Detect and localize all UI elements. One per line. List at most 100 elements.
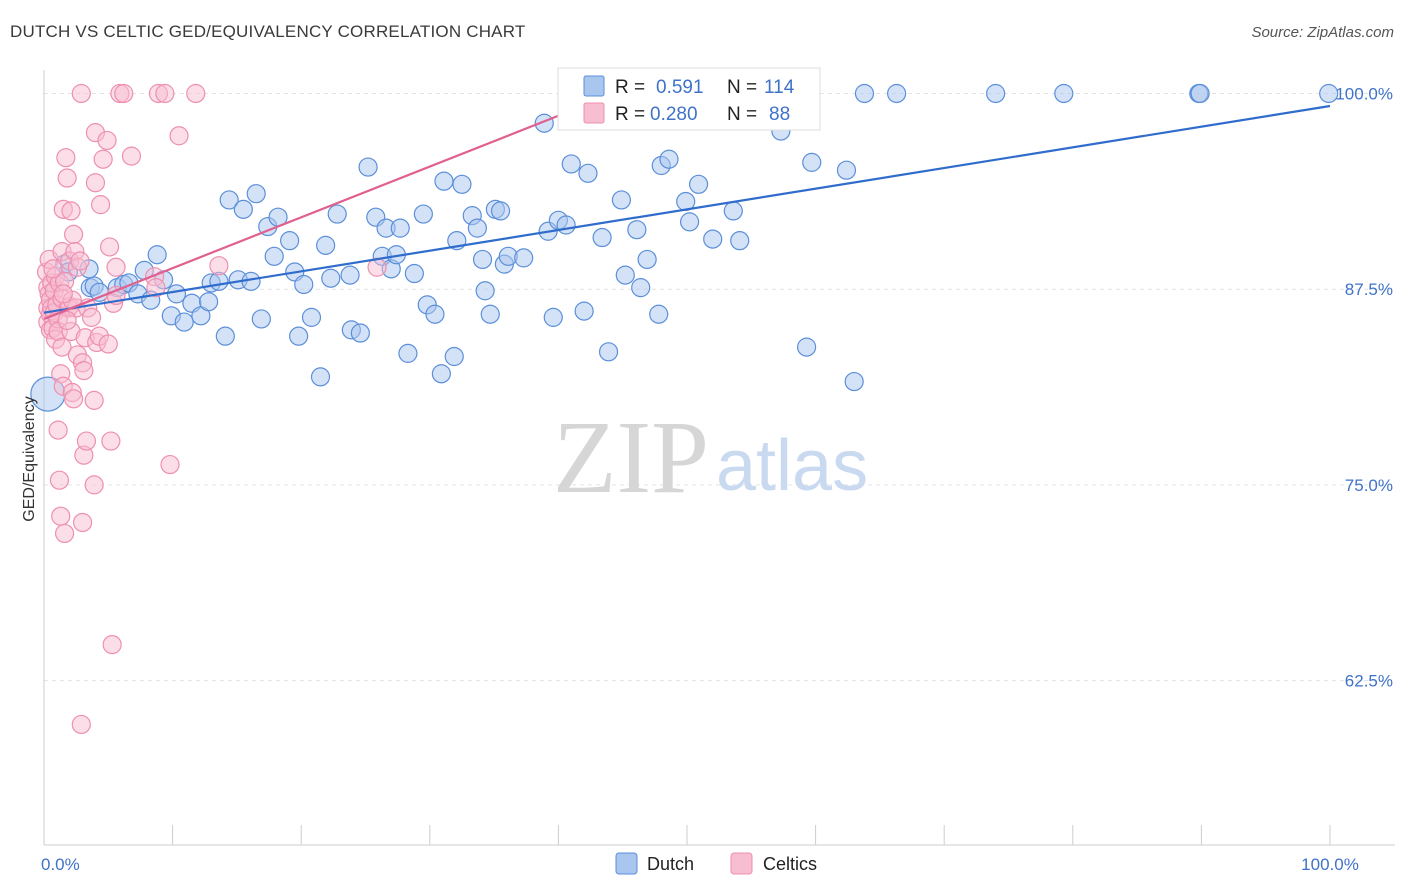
celtics-point-46: [71, 83, 91, 104]
dutch-point-101: [844, 371, 864, 392]
legend-n-value-celtics: 88: [769, 104, 790, 125]
dutch-point-45: [358, 157, 378, 177]
celtics-point-72: [114, 83, 134, 104]
series-legend-swatch-dutch: [615, 852, 638, 875]
trend-lines: [43, 89, 1331, 320]
axes: [43, 70, 1395, 846]
watermark-zip: ZIP: [553, 400, 709, 515]
y-tick-label-0: 100.0%: [1335, 84, 1393, 103]
correlation-legend: R = 0.591 N = 114 R = 0.280 N = 88: [557, 67, 821, 131]
celtics-point-39: [63, 224, 84, 244]
dutch-point-33: [280, 231, 300, 251]
dutch-point-92: [688, 174, 709, 194]
x-tick-label-1: 100.0%: [1301, 855, 1359, 874]
celtics-point-63: [97, 130, 117, 151]
dutch-point-78: [574, 301, 594, 321]
dutch-point-76: [556, 215, 576, 235]
dutch-point-82: [611, 190, 632, 210]
dutch-point-74: [543, 307, 563, 327]
celtics-point-21: [49, 470, 70, 490]
dutch-point-105: [1054, 83, 1074, 104]
celtics-point-64: [98, 334, 118, 354]
dutch-point-40: [321, 268, 341, 288]
dutch-point-53: [404, 263, 424, 284]
watermark-atlas: atlas: [716, 426, 868, 506]
dutch-point-104: [986, 83, 1006, 104]
dutch-point-95: [723, 201, 743, 221]
watermark: ZIP atlas: [553, 400, 868, 515]
grid-lines: [44, 92, 1395, 682]
celtics-point-78: [160, 454, 180, 475]
dutch-point-63: [467, 218, 487, 238]
x-tick-labels: 0.0% 100.0%: [41, 855, 1359, 874]
y-tick-label-3: 62.5%: [1345, 672, 1393, 691]
celtics-point-45: [70, 251, 90, 271]
dutch-point-84: [627, 220, 647, 240]
dutch-point-87: [649, 304, 669, 324]
series-legend-label-celtics: Celtics: [763, 854, 817, 874]
celtics-point-19: [48, 420, 68, 440]
celtics-point-31: [56, 148, 76, 168]
dutch-point-94: [703, 229, 723, 249]
dutch-point-31: [264, 246, 284, 266]
celtics-point-67: [102, 634, 122, 655]
celtics-point-23: [51, 506, 71, 526]
celtics-point-50: [74, 361, 94, 381]
legend-r-value-dutch: 0.591: [656, 77, 704, 98]
legend-n-label-dutch: N =: [727, 77, 757, 98]
celtics-point-40: [63, 389, 84, 409]
dutch-point-102: [854, 83, 875, 104]
dutch-point-36: [294, 274, 314, 295]
dutch-point-16: [166, 284, 187, 304]
dutch-point-52: [398, 343, 418, 363]
dutch-point-65: [475, 281, 495, 301]
dutch-point-57: [431, 364, 451, 384]
celtics-point-83: [57, 310, 77, 331]
y-tick-label-2: 75.0%: [1345, 476, 1393, 495]
celtics-point-47: [72, 512, 93, 533]
celtics-point-80: [186, 83, 206, 104]
y-tick-labels: 100.0% 87.5% 75.0% 62.5%: [1335, 84, 1393, 690]
celtics-point-32: [57, 168, 77, 188]
dutch-point-17: [174, 312, 194, 332]
dutch-point-100: [836, 160, 857, 180]
celtics-point-81: [209, 256, 229, 276]
dutch-trend-line: [43, 104, 1331, 314]
dutch-point-86: [637, 249, 657, 270]
dutch-point-37: [301, 307, 322, 327]
source-label: Source: ZipAtlas.com: [1251, 24, 1394, 41]
dutch-point-38: [310, 367, 331, 387]
celtics-point-69: [106, 257, 126, 277]
celtics-point-55: [84, 475, 104, 495]
dutch-point-35: [289, 326, 309, 346]
legend-r-value-celtics: 0.280: [650, 104, 698, 125]
dutch-point-54: [413, 204, 433, 224]
dutch-point-103: [887, 83, 907, 104]
celtics-point-26: [52, 337, 72, 357]
dutch-point-51: [390, 218, 410, 238]
dutch-point-99: [802, 152, 822, 172]
celtics-point-86: [53, 284, 73, 304]
legend-r-label-dutch: R =: [615, 77, 645, 98]
legend-n-value-dutch: 114: [764, 77, 795, 98]
dutch-point-59: [444, 346, 464, 367]
dutch-point-71: [514, 248, 534, 268]
celtics-point-77: [155, 83, 175, 104]
series-legend-label-dutch: Dutch: [647, 854, 694, 874]
dutch-point-83: [615, 265, 635, 285]
legend-swatch-dutch: [583, 75, 605, 97]
dutch-point-13: [147, 245, 167, 265]
dutch-point-64: [472, 249, 493, 270]
y-axis-title: GED/Equivalency: [21, 396, 38, 521]
x-tick-label-0: 0.0%: [41, 855, 80, 874]
dutch-point-89: [659, 149, 679, 169]
dutch-point-108: [1319, 83, 1339, 104]
dutch-point-66: [480, 304, 500, 324]
celtics-point-79: [169, 126, 189, 146]
dutch-point-29: [251, 309, 271, 329]
dutch-point-85: [631, 278, 651, 298]
dutch-point-44: [350, 323, 370, 343]
dutch-point-61: [452, 174, 472, 194]
celtics-trend-line: [43, 89, 624, 320]
